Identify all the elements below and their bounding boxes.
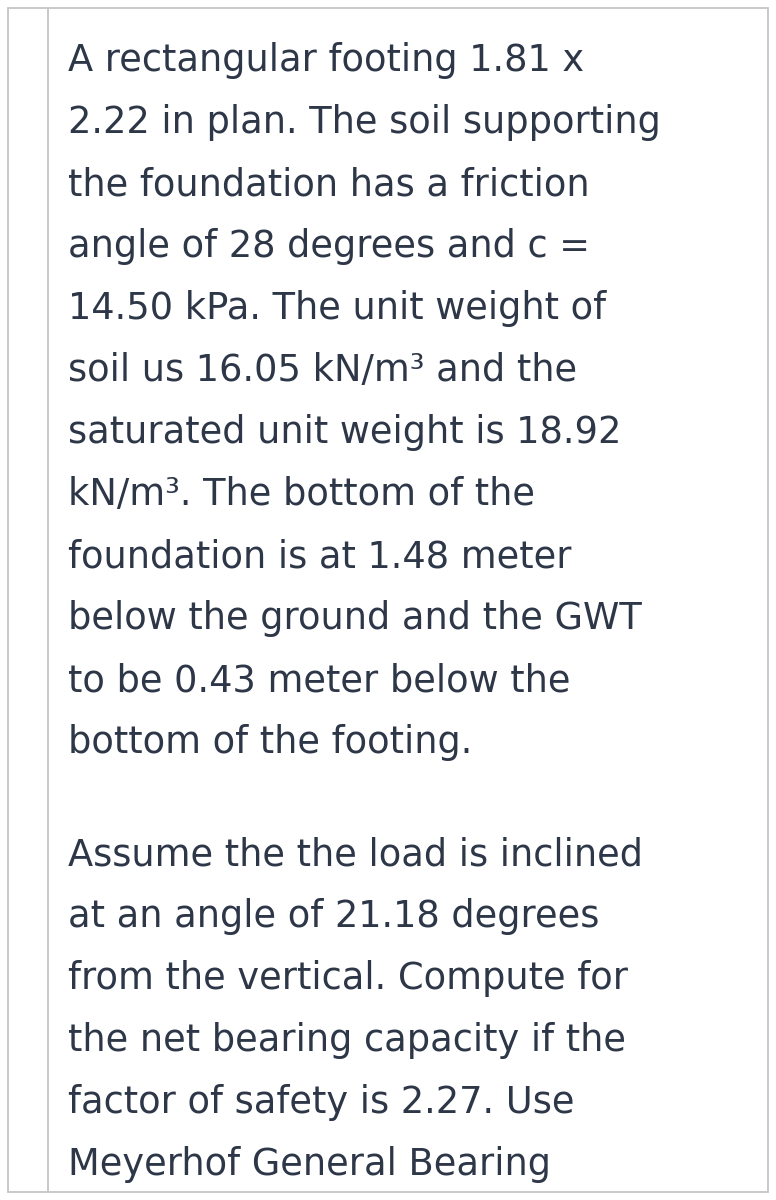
Text: 14.50 kPa. The unit weight of: 14.50 kPa. The unit weight of [68, 290, 606, 326]
Text: at an angle of 21.18 degrees: at an angle of 21.18 degrees [68, 898, 599, 935]
Text: kN/m³. The bottom of the: kN/m³. The bottom of the [68, 476, 535, 514]
Text: saturated unit weight is 18.92: saturated unit weight is 18.92 [68, 414, 622, 451]
Text: the foundation has a friction: the foundation has a friction [68, 166, 590, 203]
Text: Assume the the load is inclined: Assume the the load is inclined [68, 836, 643, 874]
Text: bottom of the footing.: bottom of the footing. [68, 724, 473, 761]
Text: angle of 28 degrees and c =: angle of 28 degrees and c = [68, 228, 590, 265]
Text: Meyerhof General Bearing: Meyerhof General Bearing [68, 1146, 551, 1183]
Text: A rectangular footing 1.81 x: A rectangular footing 1.81 x [68, 42, 584, 79]
Text: from the vertical. Compute for: from the vertical. Compute for [68, 960, 628, 997]
Text: foundation is at 1.48 meter: foundation is at 1.48 meter [68, 538, 571, 575]
Text: 2.22 in plan. The soil supporting: 2.22 in plan. The soil supporting [68, 104, 661, 140]
Text: the net bearing capacity if the: the net bearing capacity if the [68, 1022, 626, 1058]
Text: soil us 16.05 kN/m³ and the: soil us 16.05 kN/m³ and the [68, 352, 577, 389]
Text: to be 0.43 meter below the: to be 0.43 meter below the [68, 662, 570, 698]
Text: factor of safety is 2.27. Use: factor of safety is 2.27. Use [68, 1084, 574, 1121]
Text: below the ground and the GWT: below the ground and the GWT [68, 600, 642, 637]
